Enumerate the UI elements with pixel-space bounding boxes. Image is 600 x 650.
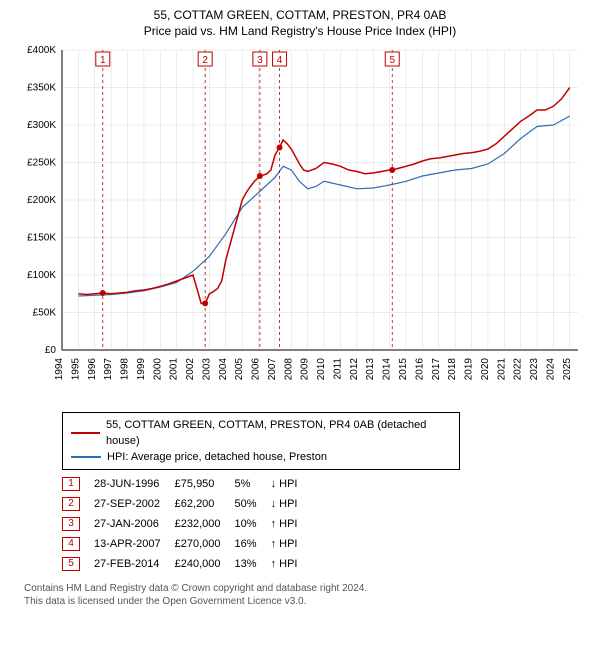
sale-price: £270,000 [175, 534, 235, 554]
svg-text:£250K: £250K [27, 158, 56, 169]
svg-text:2010: 2010 [316, 358, 327, 381]
svg-text:2023: 2023 [529, 358, 540, 381]
sale-date: 13-APR-2007 [94, 534, 175, 554]
legend-row: HPI: Average price, detached house, Pres… [71, 449, 451, 465]
svg-text:£100K: £100K [27, 270, 56, 281]
svg-text:2021: 2021 [496, 358, 507, 381]
svg-text:2011: 2011 [332, 358, 343, 380]
sale-price: £62,200 [175, 494, 235, 514]
svg-text:2025: 2025 [562, 358, 573, 381]
sale-pct: 13% [235, 554, 271, 574]
svg-text:4: 4 [277, 55, 283, 66]
svg-text:2002: 2002 [185, 358, 196, 381]
svg-text:2007: 2007 [267, 358, 278, 381]
sale-arrow: ↓ HPI [271, 474, 312, 494]
sales-row: 2 27-SEP-2002£62,20050%↓ HPI [62, 494, 311, 514]
svg-text:2016: 2016 [414, 358, 425, 381]
svg-text:1999: 1999 [136, 358, 147, 381]
legend-label-price: 55, COTTAM GREEN, COTTAM, PRESTON, PR4 0… [106, 417, 451, 449]
svg-text:5: 5 [389, 55, 395, 66]
title-block: 55, COTTAM GREEN, COTTAM, PRESTON, PR4 0… [12, 8, 588, 38]
sales-row: 1 28-JUN-1996£75,9505%↓ HPI [62, 474, 311, 494]
chart-area: £0 £50K £100K £150K £200K £250K £300K £350K £400… [12, 44, 588, 404]
sale-date: 27-SEP-2002 [94, 494, 175, 514]
svg-text:1998: 1998 [120, 358, 131, 381]
footer: Contains HM Land Registry data © Crown c… [24, 582, 588, 608]
sale-date: 27-FEB-2014 [94, 554, 175, 574]
sales-row: 5 27-FEB-2014£240,00013%↑ HPI [62, 554, 311, 574]
svg-text:1994: 1994 [54, 358, 65, 381]
sale-price: £232,000 [175, 514, 235, 534]
svg-text:2018: 2018 [447, 358, 458, 381]
sale-date: 27-JAN-2006 [94, 514, 175, 534]
svg-text:£200K: £200K [27, 195, 56, 206]
svg-text:2003: 2003 [201, 358, 212, 381]
svg-text:£350K: £350K [27, 83, 56, 94]
sale-marker-badge: 4 [62, 537, 80, 551]
svg-text:2013: 2013 [365, 358, 376, 381]
sale-price: £75,950 [175, 474, 235, 494]
title-line-1: 55, COTTAM GREEN, COTTAM, PRESTON, PR4 0… [12, 8, 588, 22]
svg-text:£300K: £300K [27, 120, 56, 131]
sale-pct: 16% [235, 534, 271, 554]
svg-text:2001: 2001 [169, 358, 180, 381]
svg-text:1995: 1995 [70, 358, 81, 381]
sale-pct: 10% [235, 514, 271, 534]
svg-text:2012: 2012 [349, 358, 360, 381]
svg-text:£50K: £50K [33, 308, 57, 319]
sales-row: 4 13-APR-2007£270,00016%↑ HPI [62, 534, 311, 554]
sale-price: £240,000 [175, 554, 235, 574]
svg-text:£400K: £400K [27, 45, 56, 56]
sale-marker-badge: 5 [62, 557, 80, 571]
chart-svg: £0 £50K £100K £150K £200K £250K £300K £350K £400… [12, 44, 588, 404]
sale-arrow: ↑ HPI [271, 514, 312, 534]
footer-line-2: This data is licensed under the Open Gov… [24, 595, 588, 608]
legend: 55, COTTAM GREEN, COTTAM, PRESTON, PR4 0… [62, 412, 460, 470]
sales-table: 1 28-JUN-1996£75,9505%↓ HPI 2 27-SEP-2002£6… [62, 474, 588, 574]
svg-text:2: 2 [202, 55, 208, 66]
svg-text:2020: 2020 [480, 358, 491, 381]
svg-text:2000: 2000 [152, 358, 163, 381]
sale-pct: 5% [235, 474, 271, 494]
footer-line-1: Contains HM Land Registry data © Crown c… [24, 582, 588, 595]
title-line-2: Price paid vs. HM Land Registry's House … [12, 24, 588, 38]
svg-text:1997: 1997 [103, 358, 114, 381]
svg-text:2015: 2015 [398, 358, 409, 381]
sale-arrow: ↓ HPI [271, 494, 312, 514]
sale-arrow: ↑ HPI [271, 554, 312, 574]
legend-swatch-hpi [71, 456, 101, 458]
svg-text:£0: £0 [45, 345, 57, 356]
sale-arrow: ↑ HPI [271, 534, 312, 554]
svg-text:3: 3 [257, 55, 263, 66]
sale-date: 28-JUN-1996 [94, 474, 175, 494]
svg-text:2014: 2014 [382, 358, 393, 381]
sale-marker-badge: 3 [62, 517, 80, 531]
svg-text:2022: 2022 [513, 358, 524, 381]
svg-text:2008: 2008 [283, 358, 294, 381]
sales-row: 3 27-JAN-2006£232,00010%↑ HPI [62, 514, 311, 534]
legend-row: 55, COTTAM GREEN, COTTAM, PRESTON, PR4 0… [71, 417, 451, 449]
svg-text:2005: 2005 [234, 358, 245, 381]
chart-container: 55, COTTAM GREEN, COTTAM, PRESTON, PR4 0… [0, 0, 600, 650]
svg-text:1: 1 [100, 55, 106, 66]
svg-text:2017: 2017 [431, 358, 442, 381]
svg-text:£150K: £150K [27, 233, 56, 244]
svg-text:2004: 2004 [218, 358, 229, 381]
sale-marker-badge: 2 [62, 497, 80, 511]
svg-text:1996: 1996 [87, 358, 98, 381]
sale-pct: 50% [235, 494, 271, 514]
legend-swatch-price [71, 432, 100, 434]
svg-text:2009: 2009 [300, 358, 311, 381]
svg-text:2006: 2006 [251, 358, 262, 381]
legend-label-hpi: HPI: Average price, detached house, Pres… [107, 449, 327, 465]
sale-marker-badge: 1 [62, 477, 80, 491]
svg-text:2019: 2019 [464, 358, 475, 381]
svg-text:2024: 2024 [545, 358, 556, 381]
